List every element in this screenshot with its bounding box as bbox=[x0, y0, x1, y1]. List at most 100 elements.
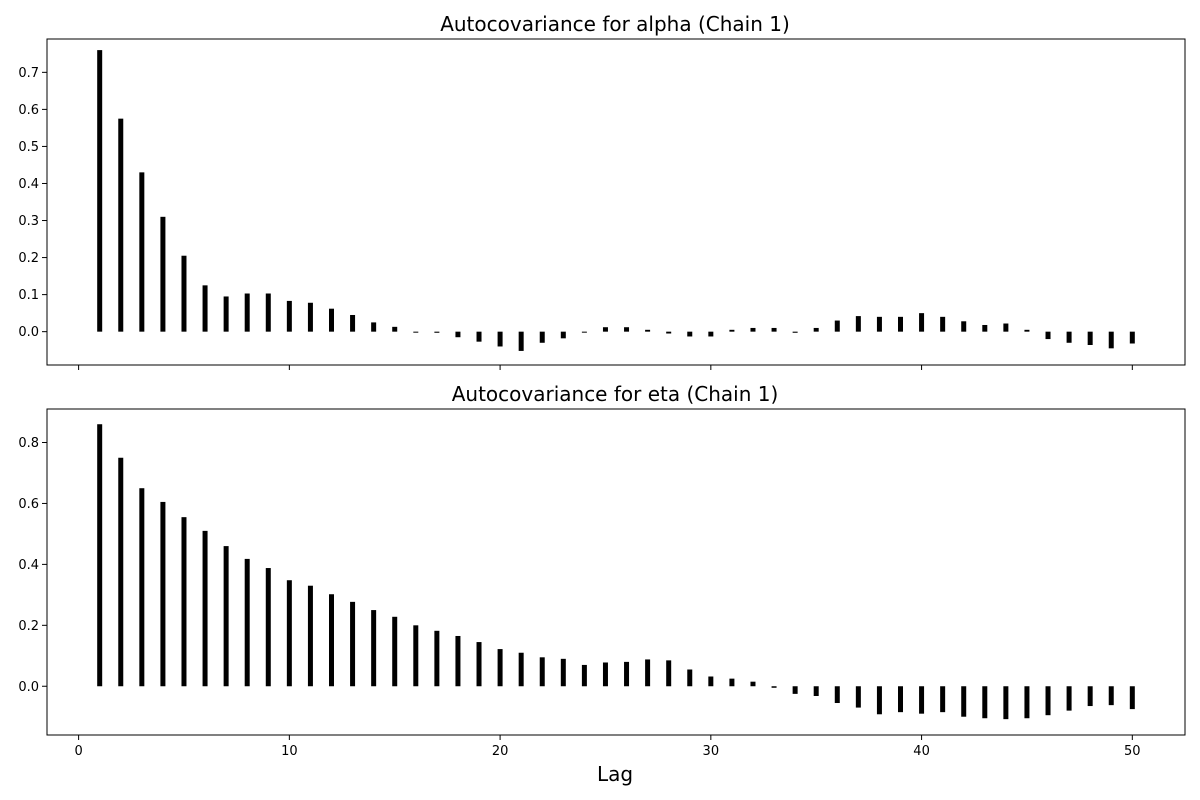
alpha-bar-lag-24 bbox=[581, 331, 587, 333]
alpha-bar-lag-31 bbox=[729, 329, 735, 332]
eta-bar-lag-32 bbox=[750, 681, 756, 687]
alpha-bar-lag-8 bbox=[244, 293, 250, 332]
eta-bar-group bbox=[97, 424, 1135, 720]
alpha-bar-lag-14 bbox=[371, 322, 377, 332]
eta-bar-lag-13 bbox=[350, 601, 356, 687]
eta-bar-lag-18 bbox=[455, 635, 461, 687]
eta-bar-lag-38 bbox=[876, 686, 882, 715]
alpha-bar-lag-20 bbox=[497, 331, 503, 347]
alpha-bar-lag-47 bbox=[1066, 331, 1072, 343]
eta-bar-lag-9 bbox=[265, 568, 271, 687]
eta-bar-lag-19 bbox=[476, 642, 482, 687]
eta-bar-lag-50 bbox=[1129, 686, 1135, 710]
alpha-ytick-label: 0.2 bbox=[18, 251, 39, 266]
alpha-bar-lag-41 bbox=[940, 316, 946, 332]
eta-ytick-label: 0.4 bbox=[18, 558, 39, 573]
alpha-bar-lag-28 bbox=[666, 331, 672, 334]
eta-bar-lag-27 bbox=[645, 659, 651, 687]
alpha-bar-lag-9 bbox=[265, 293, 271, 332]
alpha-bar-lag-25 bbox=[602, 327, 608, 332]
eta-bar-lag-10 bbox=[286, 580, 292, 687]
alpha-bar-lag-22 bbox=[539, 331, 545, 343]
eta-bar-lag-16 bbox=[413, 625, 419, 687]
eta-bar-lag-29 bbox=[687, 669, 693, 687]
eta-bar-lag-2 bbox=[118, 457, 124, 687]
alpha-plot-frame bbox=[46, 38, 1186, 366]
alpha-autocovariance-panel: Autocovariance for alpha (Chain 1) 0.00.… bbox=[18, 12, 1186, 370]
eta-chart-title: Autocovariance for eta (Chain 1) bbox=[452, 382, 779, 406]
eta-ytick-label: 0.2 bbox=[18, 619, 39, 634]
eta-bar-lag-26 bbox=[624, 661, 630, 687]
alpha-bar-lag-10 bbox=[286, 300, 292, 332]
eta-bar-lag-5 bbox=[181, 517, 187, 687]
alpha-bar-lag-18 bbox=[455, 331, 461, 338]
eta-bar-lag-12 bbox=[329, 594, 334, 687]
alpha-bar-lag-34 bbox=[792, 331, 798, 333]
alpha-bar-lag-16 bbox=[413, 331, 419, 333]
eta-bar-lag-45 bbox=[1024, 686, 1030, 719]
eta-bar-lag-33 bbox=[771, 686, 777, 688]
eta-bar-lag-48 bbox=[1087, 686, 1093, 707]
alpha-bar-lag-46 bbox=[1045, 331, 1051, 340]
eta-xtick-label: 40 bbox=[913, 744, 930, 759]
eta-bar-lag-8 bbox=[244, 558, 250, 687]
alpha-bar-lag-30 bbox=[708, 331, 714, 337]
alpha-bar-lag-49 bbox=[1108, 331, 1114, 349]
eta-bar-lag-20 bbox=[497, 649, 503, 687]
eta-bar-lag-6 bbox=[202, 530, 208, 687]
eta-bar-lag-17 bbox=[434, 630, 440, 687]
eta-bar-lag-14 bbox=[371, 610, 377, 687]
eta-bar-lag-41 bbox=[940, 686, 946, 713]
eta-bar-lag-11 bbox=[307, 585, 313, 687]
eta-bar-lag-25 bbox=[602, 662, 608, 687]
alpha-ytick-label: 0.0 bbox=[18, 325, 39, 340]
eta-bar-lag-30 bbox=[708, 676, 714, 687]
eta-plot-frame bbox=[46, 408, 1186, 736]
alpha-bar-lag-37 bbox=[855, 316, 861, 332]
alpha-ytick-label: 0.3 bbox=[18, 214, 39, 229]
alpha-bar-lag-43 bbox=[982, 324, 988, 332]
eta-xtick-label: 0 bbox=[74, 744, 82, 759]
eta-bar-lag-7 bbox=[223, 546, 229, 687]
eta-bar-lag-46 bbox=[1045, 686, 1051, 716]
alpha-bar-lag-42 bbox=[961, 321, 967, 332]
eta-bar-lag-35 bbox=[813, 686, 819, 696]
alpha-bar-lag-44 bbox=[1003, 323, 1009, 332]
alpha-bar-lag-19 bbox=[476, 331, 482, 342]
alpha-bar-lag-1 bbox=[97, 50, 103, 332]
eta-bar-lag-49 bbox=[1108, 686, 1114, 706]
alpha-bar-lag-40 bbox=[919, 313, 925, 332]
eta-y-axis: 0.0 0.2 0.4 0.6 0.8 bbox=[18, 436, 47, 695]
alpha-bar-lag-50 bbox=[1129, 331, 1135, 344]
eta-xtick-label: 50 bbox=[1124, 744, 1141, 759]
alpha-bar-lag-36 bbox=[834, 320, 840, 332]
alpha-bar-lag-6 bbox=[202, 285, 208, 332]
alpha-bar-lag-4 bbox=[160, 216, 166, 332]
alpha-bar-lag-21 bbox=[518, 331, 524, 351]
alpha-bar-lag-11 bbox=[307, 302, 313, 332]
alpha-bar-lag-15 bbox=[392, 326, 398, 332]
alpha-bar-lag-7 bbox=[223, 296, 229, 332]
alpha-ytick-label: 0.4 bbox=[18, 177, 39, 192]
eta-bar-lag-23 bbox=[560, 658, 566, 687]
eta-bar-lag-47 bbox=[1066, 686, 1072, 711]
alpha-bar-lag-35 bbox=[813, 327, 819, 332]
alpha-bar-lag-26 bbox=[624, 327, 630, 332]
alpha-bar-lag-29 bbox=[687, 331, 693, 337]
eta-autocovariance-panel: Autocovariance for eta (Chain 1) 0.00.20… bbox=[18, 382, 1186, 759]
eta-bar-lag-42 bbox=[961, 686, 967, 717]
alpha-bar-lag-33 bbox=[771, 327, 777, 332]
alpha-bar-lag-17 bbox=[434, 331, 440, 333]
alpha-ytick-label: 0.5 bbox=[18, 140, 39, 155]
alpha-bar-group bbox=[97, 50, 1135, 351]
eta-xtick-label: 30 bbox=[703, 744, 720, 759]
eta-bar-lag-43 bbox=[982, 686, 988, 719]
alpha-bar-lag-32 bbox=[750, 327, 756, 332]
alpha-ytick-label: 0.1 bbox=[18, 288, 39, 303]
eta-bar-lag-37 bbox=[855, 686, 861, 708]
alpha-bar-lag-27 bbox=[645, 329, 651, 332]
alpha-bar-lag-2 bbox=[118, 118, 124, 332]
eta-bar-lag-39 bbox=[898, 686, 903, 713]
alpha-x-axis bbox=[78, 365, 1133, 370]
